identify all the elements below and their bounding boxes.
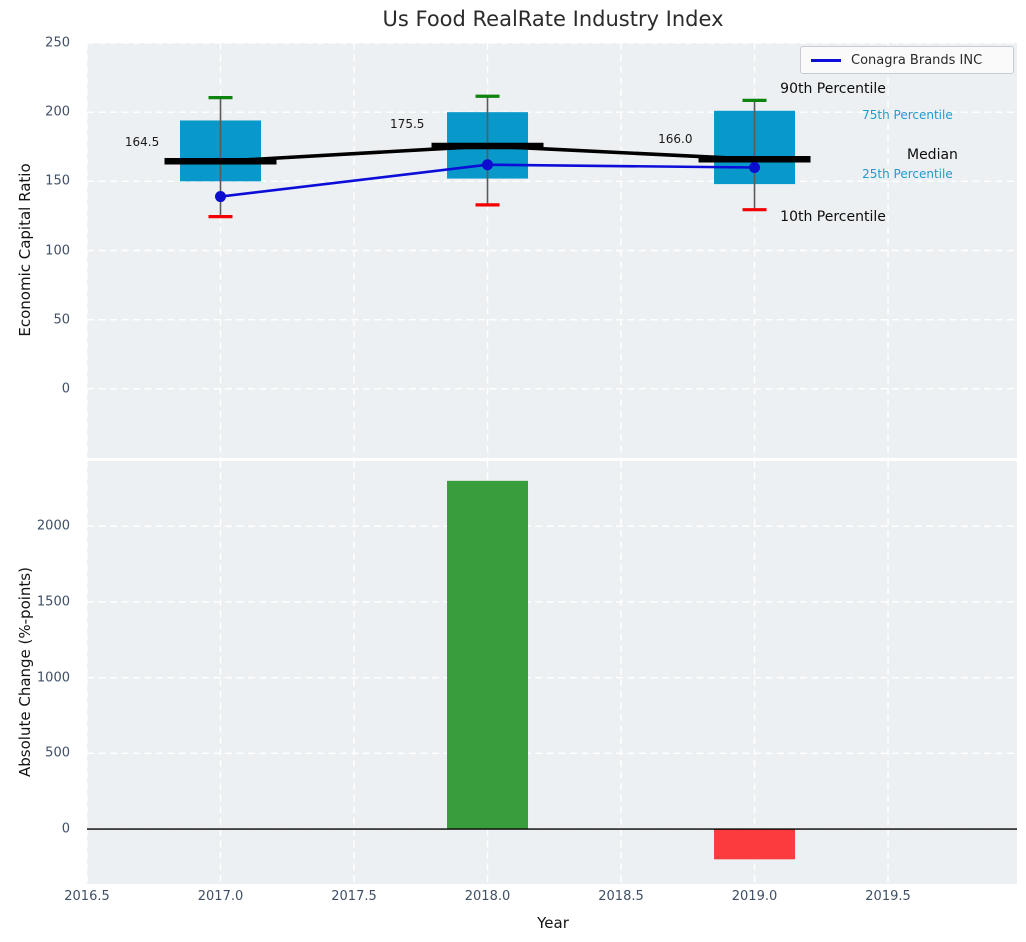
label-10th-percentile: 10th Percentile [780, 209, 886, 226]
legend-label: Conagra Brands INC [851, 52, 983, 68]
label-25th-percentile: 25th Percentile [862, 166, 953, 181]
x-tick-2019.0: 2019.0 [731, 889, 778, 904]
y-tick-top-250: 250 [45, 35, 70, 51]
x-tick-2018.5: 2018.5 [598, 889, 644, 904]
x-tick-2017.0: 2017.0 [197, 889, 244, 904]
legend-line-swatch [811, 58, 841, 62]
y-tick-top-100: 100 [45, 243, 70, 258]
top-axes-boxplot [87, 43, 1017, 458]
y-tick-bottom-1000: 1000 [36, 670, 70, 686]
x-axis-label: Year [537, 914, 569, 932]
bottom-axes-barchart [87, 461, 1017, 884]
y-tick-top-0: 0 [61, 381, 70, 397]
y-tick-top-200: 200 [45, 104, 70, 120]
x-tick-2017.5: 2017.5 [331, 889, 377, 904]
y-tick-top-150: 150 [45, 173, 70, 189]
company-point-2017 [215, 191, 227, 203]
chart-title: Us Food RealRate Industry Index [382, 7, 724, 31]
label-median: Median [906, 147, 958, 164]
y-tick-bottom-2000: 2000 [36, 518, 70, 534]
x-tick-2018.0: 2018.0 [464, 889, 511, 904]
y-tick-top-50: 50 [53, 312, 70, 328]
median-annotation-166.0: 166.0 [658, 132, 693, 147]
y-tick-bottom-1500: 1500 [36, 594, 70, 610]
bar-2018 [447, 480, 529, 830]
median-annotation-164.5: 164.5 [124, 134, 160, 149]
x-tick-2019.5: 2019.5 [865, 889, 911, 904]
label-90th-percentile: 90th Percentile [780, 80, 886, 97]
barchart-canvas [87, 461, 1017, 884]
label-75th-percentile: 75th Percentile [862, 108, 953, 123]
y-tick-bottom-500: 500 [45, 745, 70, 761]
company-point-2019 [749, 162, 761, 173]
x-tick-2016.5: 2016.5 [64, 889, 110, 904]
company-point-2018 [482, 159, 494, 171]
bottom-y-axis-label: Absolute Change (%-points) [16, 567, 34, 777]
top-y-axis-label: Economic Capital Ratio [16, 163, 34, 337]
median-annotation-175.5: 175.5 [390, 116, 425, 131]
boxplot-canvas [87, 43, 1017, 458]
legend: Conagra Brands INC [800, 46, 1014, 74]
bar-2019 [714, 829, 796, 860]
y-tick-bottom-0: 0 [61, 821, 70, 837]
